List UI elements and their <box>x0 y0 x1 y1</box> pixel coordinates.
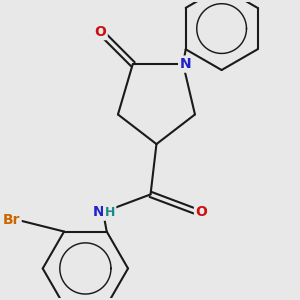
Text: H: H <box>104 206 115 219</box>
Text: N: N <box>180 57 191 71</box>
Text: O: O <box>94 25 106 38</box>
Text: N: N <box>93 205 104 219</box>
Text: Br: Br <box>3 213 20 227</box>
Text: O: O <box>196 205 207 219</box>
